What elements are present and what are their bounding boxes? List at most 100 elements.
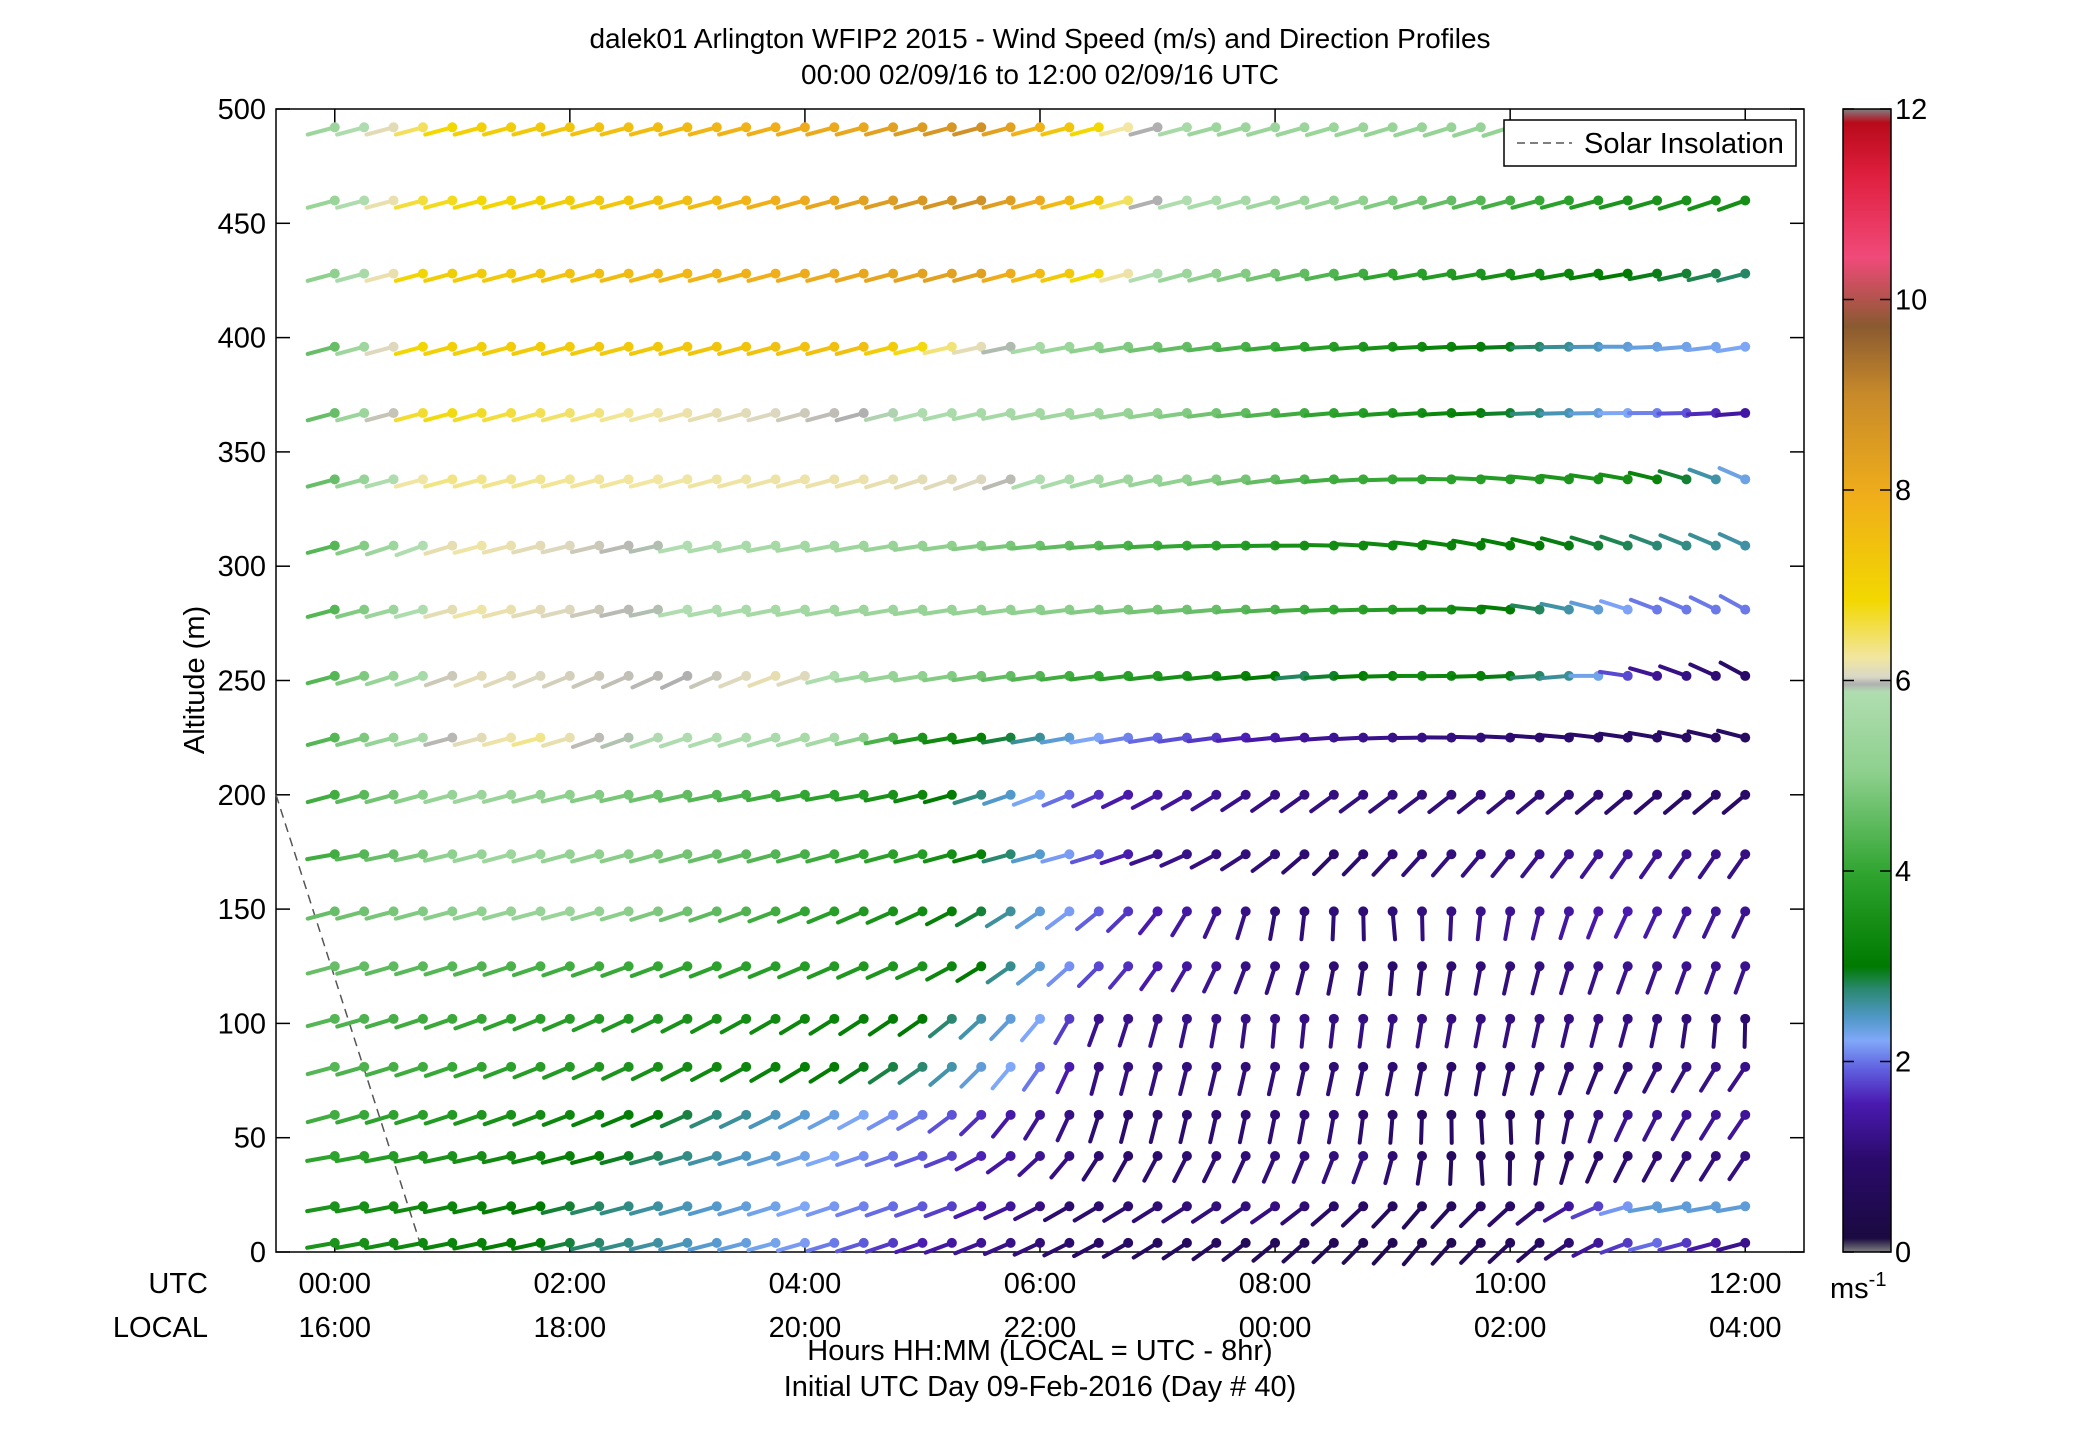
- wind-barb-dot: [1476, 906, 1486, 916]
- wind-barb-dot: [1211, 195, 1221, 205]
- wind-barb-dot: [389, 342, 399, 352]
- wind-barb-dot: [359, 195, 369, 205]
- wind-barb-dot: [1153, 906, 1163, 916]
- wind-barb-dot: [359, 961, 369, 971]
- wind-barb-dot: [1476, 1110, 1486, 1120]
- wind-barb-dot: [1211, 1238, 1221, 1248]
- wind-barb-dot: [1535, 1110, 1545, 1120]
- wind-barb-dot: [1681, 733, 1691, 743]
- wind-barb-dot: [1094, 961, 1104, 971]
- wind-barb-dot: [1505, 195, 1515, 205]
- wind-barb-dot: [1711, 961, 1721, 971]
- wind-barb-dot: [535, 122, 545, 132]
- wind-barb-dot: [1211, 269, 1221, 279]
- wind-barb-dot: [1505, 849, 1515, 859]
- wind-barb-dot: [477, 1014, 487, 1024]
- wind-barb-dot: [712, 1151, 722, 1161]
- wind-barb-dot: [1006, 195, 1016, 205]
- wind-barb-dot: [1006, 1238, 1016, 1248]
- wind-barb-dot: [1064, 961, 1074, 971]
- wind-barb-dot: [653, 541, 663, 551]
- wind-barb-dot: [1711, 605, 1721, 615]
- wind-barb-dot: [418, 849, 428, 859]
- y-tick-label: 200: [218, 780, 266, 812]
- wind-barb-dot: [800, 906, 810, 916]
- wind-barb-dot: [1182, 195, 1192, 205]
- wind-barb-dot: [1241, 1014, 1251, 1024]
- wind-barb-dot: [1417, 122, 1427, 132]
- wind-barb-dot: [506, 1014, 516, 1024]
- wind-barb-dot: [1417, 1201, 1427, 1211]
- wind-barb-dot: [741, 122, 751, 132]
- wind-barb-dot: [477, 671, 487, 681]
- wind-barb-dot: [624, 1238, 634, 1248]
- wind-barb-dot: [624, 342, 634, 352]
- wind-barb-dot: [447, 408, 457, 418]
- wind-barb-dot: [594, 733, 604, 743]
- wind-barb-dot: [506, 195, 516, 205]
- wind-barb-dot: [1035, 1014, 1045, 1024]
- wind-barb-dot: [653, 122, 663, 132]
- wind-barb-dot: [1241, 906, 1251, 916]
- wind-barb-dot: [1446, 790, 1456, 800]
- wind-barb-dot: [1358, 790, 1368, 800]
- wind-barb-dot: [1182, 1014, 1192, 1024]
- wind-barb-dot: [330, 408, 340, 418]
- wind-barb-dot: [1476, 849, 1486, 859]
- wind-barb-dot: [535, 961, 545, 971]
- wind-barb-dot: [418, 790, 428, 800]
- wind-barb-dot: [800, 849, 810, 859]
- wind-barb-dot: [594, 195, 604, 205]
- wind-barb-dot: [1593, 1201, 1603, 1211]
- wind-barb-dot: [1388, 961, 1398, 971]
- wind-barb-dot: [1211, 1110, 1221, 1120]
- wind-barb-dot: [1358, 1062, 1368, 1072]
- wind-barb-dot: [682, 1238, 692, 1248]
- colorbar-tick-label: 12: [1895, 94, 1927, 126]
- wind-barb-dot: [506, 408, 516, 418]
- wind-barb-dot: [1035, 1151, 1045, 1161]
- wind-barb-dot: [535, 1014, 545, 1024]
- x-tick-label-utc: 00:00: [298, 1268, 371, 1300]
- wind-barb-dot: [389, 790, 399, 800]
- wind-barb-dot: [1623, 1014, 1633, 1024]
- wind-barb-dot: [1182, 1062, 1192, 1072]
- wind-barb-dot: [389, 195, 399, 205]
- wind-barb-dot: [771, 961, 781, 971]
- wind-barb-dot: [477, 474, 487, 484]
- wind-barb-dot: [1388, 122, 1398, 132]
- wind-barb-dot: [624, 733, 634, 743]
- wind-barb-dot: [1123, 1238, 1133, 1248]
- wind-barb-dot: [771, 408, 781, 418]
- wind-barb-dot: [800, 1062, 810, 1072]
- wind-barb-dot: [418, 1014, 428, 1024]
- wind-barb-dot: [1388, 1151, 1398, 1161]
- wind-barb-dot: [1123, 1062, 1133, 1072]
- wind-barb-dot: [1094, 1062, 1104, 1072]
- wind-barb-dot: [1270, 1151, 1280, 1161]
- wind-barb-dot: [1123, 195, 1133, 205]
- wind-barb-dot: [1417, 1238, 1427, 1248]
- wind-barb-dot: [418, 671, 428, 681]
- wind-barb-dot: [1711, 906, 1721, 916]
- wind-barb-dot: [1182, 849, 1192, 859]
- wind-barb-dot: [1153, 1238, 1163, 1248]
- wind-barb-dot: [1740, 1062, 1750, 1072]
- wind-barb-dot: [565, 1201, 575, 1211]
- wind-barb-dot: [829, 1110, 839, 1120]
- wind-barb-dot: [1652, 849, 1662, 859]
- y-tick-label: 0: [250, 1237, 266, 1269]
- wind-barb-dot: [800, 1151, 810, 1161]
- wind-barb-dot: [1535, 1201, 1545, 1211]
- wind-barb-dot: [1123, 1110, 1133, 1120]
- wind-barb-dot: [1329, 195, 1339, 205]
- wind-barb-dot: [447, 849, 457, 859]
- wind-barb-dot: [771, 1238, 781, 1248]
- wind-barb-dot: [1299, 1238, 1309, 1248]
- wind-barb-dot: [1006, 269, 1016, 279]
- wind-barb-dot: [1182, 1151, 1192, 1161]
- wind-barb-dot: [359, 541, 369, 551]
- wind-barb-dot: [1006, 1062, 1016, 1072]
- wind-barb-dot: [330, 474, 340, 484]
- wind-barb-dot: [1211, 1062, 1221, 1072]
